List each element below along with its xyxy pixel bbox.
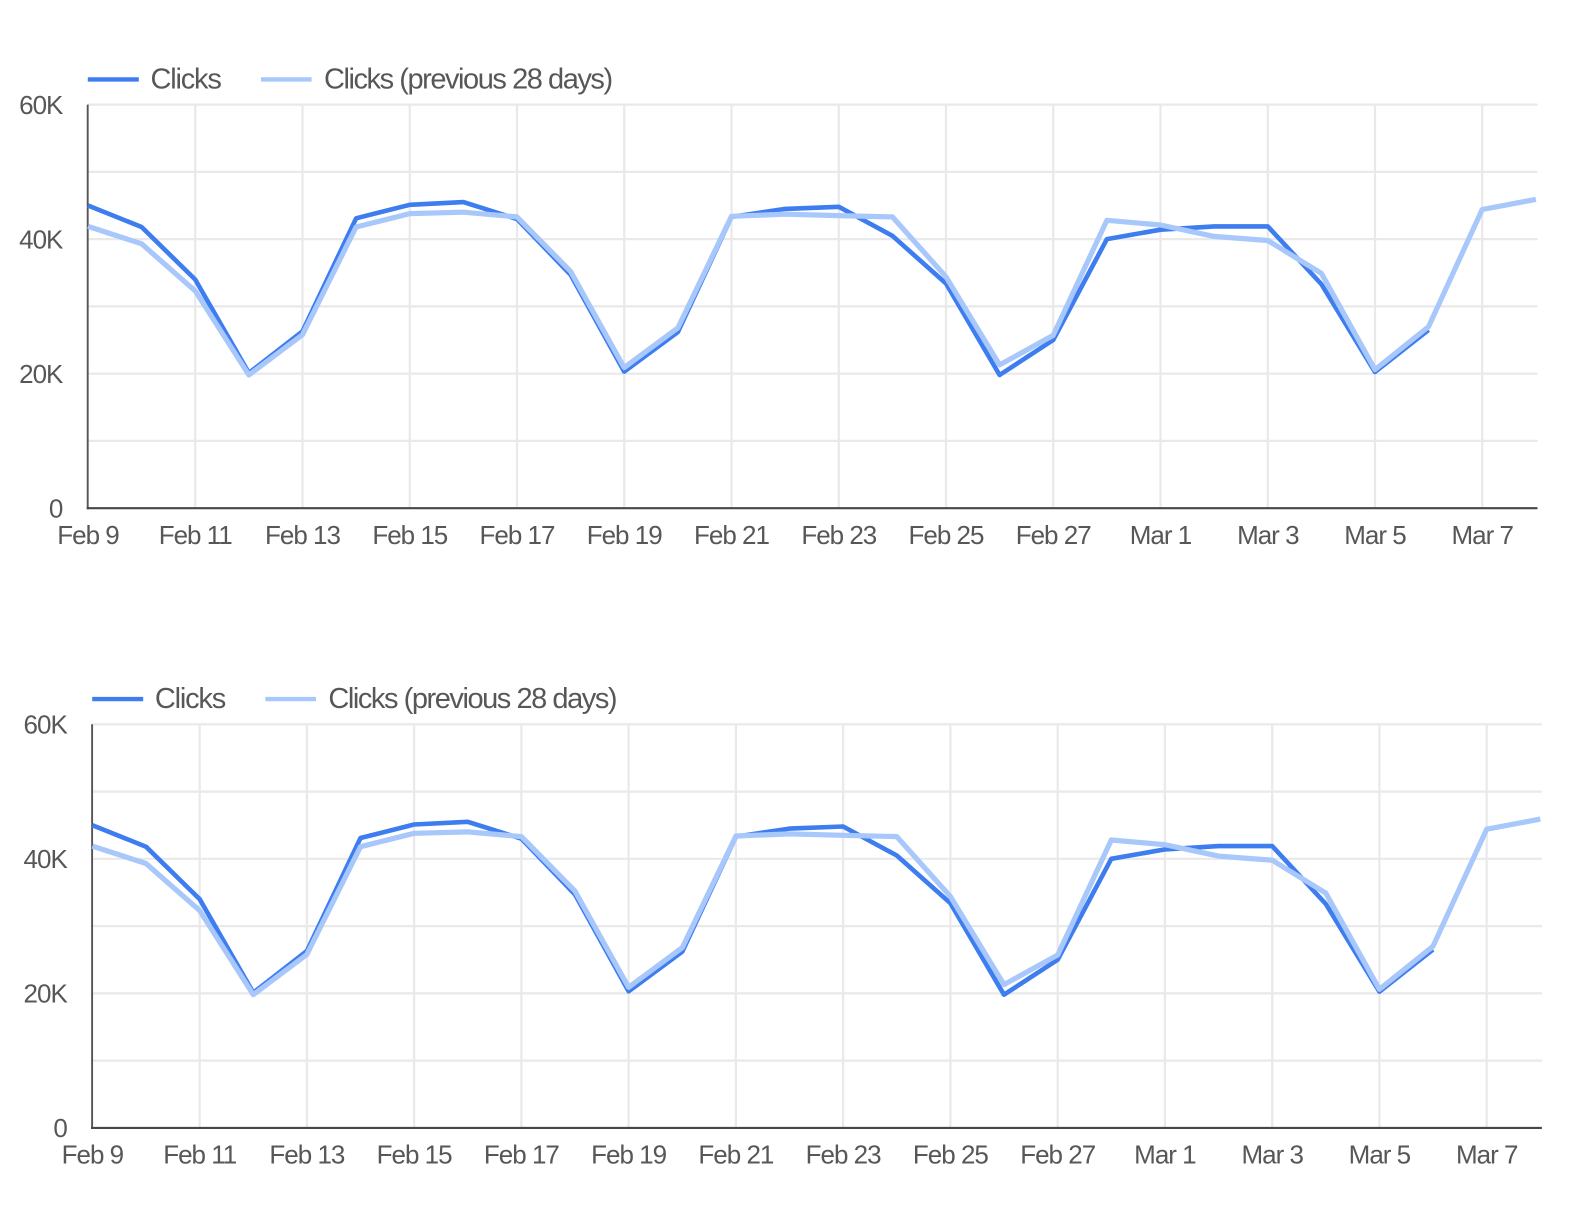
svg-text:Mar 5: Mar 5 (1349, 1140, 1411, 1170)
svg-text:20K: 20K (24, 979, 69, 1009)
svg-text:40K: 40K (24, 844, 69, 874)
svg-text:0: 0 (49, 493, 63, 523)
svg-text:Feb 13: Feb 13 (269, 1140, 344, 1170)
svg-text:60K: 60K (19, 90, 64, 120)
svg-text:Feb 21: Feb 21 (694, 520, 769, 550)
svg-text:Mar 1: Mar 1 (1134, 1140, 1196, 1170)
svg-text:Feb 9: Feb 9 (57, 520, 119, 550)
svg-text:40K: 40K (19, 224, 64, 254)
svg-text:Feb 23: Feb 23 (806, 1140, 881, 1170)
svg-text:Feb 23: Feb 23 (801, 520, 876, 550)
svg-text:Feb 17: Feb 17 (484, 1140, 559, 1170)
svg-text:Feb 11: Feb 11 (159, 520, 233, 550)
svg-text:Feb 25: Feb 25 (909, 520, 984, 550)
svg-text:Feb 27: Feb 27 (1016, 520, 1091, 550)
svg-text:0: 0 (53, 1113, 67, 1143)
svg-text:Feb 21: Feb 21 (698, 1140, 773, 1170)
svg-text:60K: 60K (24, 710, 69, 740)
svg-text:Feb 13: Feb 13 (265, 520, 340, 550)
svg-text:Clicks: Clicks (155, 683, 226, 715)
svg-text:Feb 19: Feb 19 (591, 1140, 666, 1170)
svg-text:Clicks: Clicks (151, 64, 222, 96)
svg-text:Mar 7: Mar 7 (1456, 1140, 1518, 1170)
svg-text:Mar 5: Mar 5 (1344, 520, 1406, 550)
svg-text:Clicks (previous 28 days): Clicks (previous 28 days) (324, 64, 612, 96)
svg-text:Feb 9: Feb 9 (62, 1140, 124, 1170)
svg-text:Clicks (previous 28 days): Clicks (previous 28 days) (328, 683, 616, 715)
svg-text:Feb 27: Feb 27 (1020, 1140, 1095, 1170)
svg-text:Feb 15: Feb 15 (372, 520, 447, 550)
svg-text:Mar 1: Mar 1 (1130, 520, 1192, 550)
svg-text:Feb 25: Feb 25 (913, 1140, 988, 1170)
svg-text:Mar 3: Mar 3 (1241, 1140, 1303, 1170)
svg-text:20K: 20K (19, 359, 64, 389)
svg-text:Mar 3: Mar 3 (1237, 520, 1299, 550)
svg-text:Mar 7: Mar 7 (1451, 520, 1513, 550)
svg-text:Feb 15: Feb 15 (377, 1140, 452, 1170)
svg-text:Feb 11: Feb 11 (163, 1140, 237, 1170)
svg-text:Feb 19: Feb 19 (587, 520, 662, 550)
svg-text:Feb 17: Feb 17 (480, 520, 555, 550)
